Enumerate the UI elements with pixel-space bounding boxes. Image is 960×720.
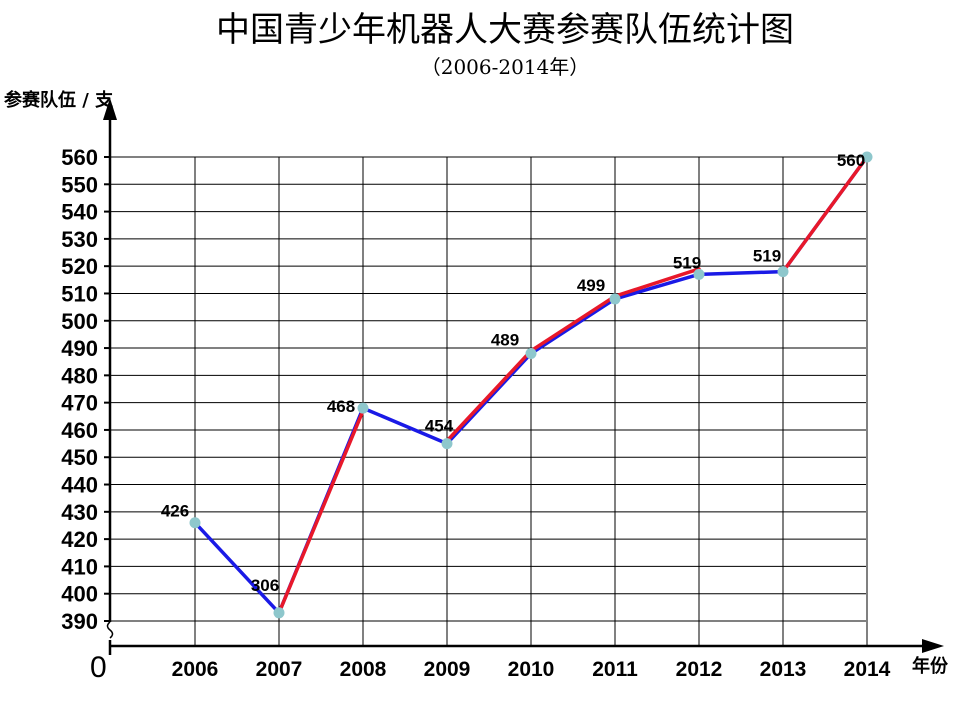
red-segment-1 (277, 409, 365, 615)
y-tick-labels: 3904004104204304404504604704804905005105… (61, 145, 110, 634)
red-segment-5 (613, 267, 701, 298)
x-tick-label-8: 2014 (844, 658, 891, 681)
y-tick-label-2: 410 (61, 554, 98, 579)
blue-segment-0 (193, 520, 281, 615)
y-tick-label-1: 400 (61, 582, 98, 607)
y-tick-label-15: 540 (61, 200, 98, 225)
data-point-6 (693, 268, 705, 280)
data-markers (189, 151, 873, 619)
y-tick-label-4: 430 (61, 500, 98, 525)
data-label-6: 519 (673, 253, 701, 272)
x-tick-label-6: 2012 (676, 658, 723, 681)
x-tick-label-7: 2013 (760, 658, 807, 681)
red-segment-7 (781, 155, 869, 274)
data-point-2 (357, 402, 369, 414)
red-segment-3 (445, 349, 533, 443)
data-label-5: 499 (577, 276, 605, 295)
y-axis-title: 参赛队伍 / 支 (4, 89, 114, 111)
data-point-7 (777, 266, 789, 278)
y-tick-label-17: 560 (61, 145, 98, 170)
data-point-5 (609, 293, 621, 305)
y-axis-arrow-icon (103, 98, 117, 120)
y-tick-label-5: 440 (61, 473, 98, 498)
blue-segment-6 (697, 269, 785, 277)
axis-break-icon (106, 621, 114, 639)
data-label-0: 426 (161, 502, 189, 521)
y-tick-label-9: 480 (61, 363, 98, 388)
x-tick-label-5: 2011 (592, 658, 638, 681)
blue-segment-4 (529, 297, 617, 356)
chart-title: 中国青少年机器人大赛参赛队伍统计图 (216, 10, 794, 50)
y-tick-label-7: 460 (61, 418, 98, 443)
y-tick-label-6: 450 (61, 445, 98, 470)
chart-subtitle: （2006-2014年） (421, 55, 590, 79)
data-labels: 426 306 468 454 489 499 519 519 560 (161, 151, 865, 595)
data-label-2: 468 (327, 397, 355, 416)
x-tick-labels: 2006 2007 2008 2009 2010 2011 2012 2013 2014 (172, 658, 891, 681)
y-tick-label-16: 550 (61, 172, 98, 197)
y-tick-label-11: 500 (61, 309, 98, 334)
x-tick-label-0: 2006 (172, 658, 219, 681)
data-point-4 (525, 348, 537, 360)
x-axis-arrow-icon (922, 639, 944, 653)
data-label-1: 306 (251, 576, 279, 595)
grid (110, 156, 868, 646)
y-tick-label-0: 390 (61, 609, 98, 634)
data-point-3 (441, 438, 453, 450)
axes (103, 98, 944, 655)
data-point-0 (189, 517, 201, 529)
y-tick-label-3: 420 (61, 527, 98, 552)
y-tick-label-13: 520 (61, 254, 98, 279)
y-tick-label-8: 470 (61, 391, 98, 416)
data-point-8 (861, 151, 873, 163)
x-axis-title: 年份 (912, 655, 949, 677)
data-point-1 (273, 607, 285, 619)
red-segment-4 (529, 294, 617, 353)
y-tick-label-12: 510 (61, 281, 98, 306)
y-tick-label-14: 530 (61, 227, 98, 252)
data-label-4: 489 (491, 331, 519, 350)
data-label-8: 560 (837, 151, 865, 170)
blue-segment-3 (445, 351, 533, 446)
data-label-3: 454 (425, 417, 454, 436)
y-tick-label-10: 490 (61, 336, 98, 361)
blue-segment-2 (361, 406, 449, 446)
data-label-7: 519 (753, 247, 781, 266)
series-red-line (277, 155, 869, 615)
blue-segment-5 (613, 272, 701, 301)
x-tick-label-2: 2008 (340, 658, 387, 681)
x-tick-label-1: 2007 (256, 658, 303, 681)
origin-label: 0 (90, 651, 107, 684)
x-tick-label-4: 2010 (508, 658, 555, 681)
x-tick-label-3: 2009 (424, 658, 471, 681)
